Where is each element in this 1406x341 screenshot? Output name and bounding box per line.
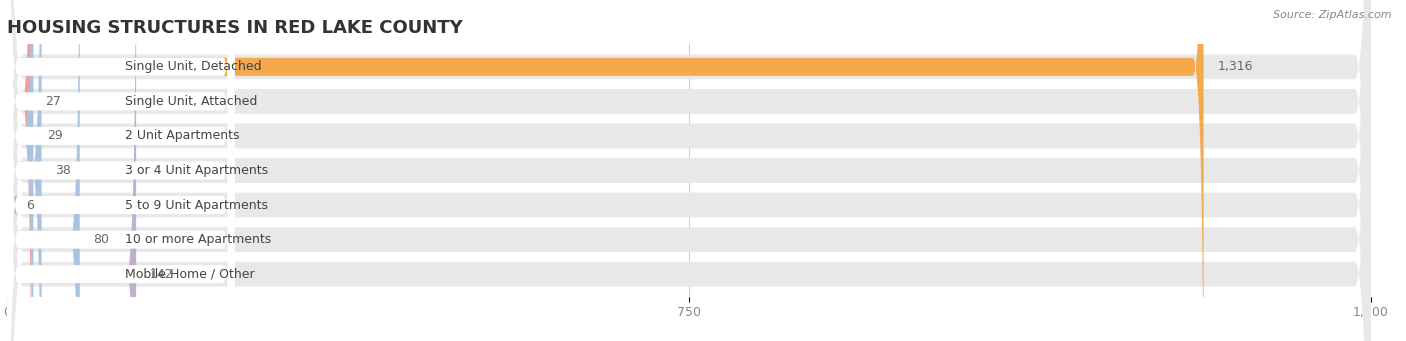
FancyBboxPatch shape <box>7 0 1371 341</box>
FancyBboxPatch shape <box>7 0 34 341</box>
FancyBboxPatch shape <box>7 0 80 341</box>
Text: 29: 29 <box>46 130 63 143</box>
Text: Single Unit, Attached: Single Unit, Attached <box>125 95 257 108</box>
FancyBboxPatch shape <box>7 0 235 341</box>
Text: 6: 6 <box>27 198 34 211</box>
Text: 80: 80 <box>93 233 110 246</box>
FancyBboxPatch shape <box>7 0 235 341</box>
Text: 5 to 9 Unit Apartments: 5 to 9 Unit Apartments <box>125 198 269 211</box>
Text: 10 or more Apartments: 10 or more Apartments <box>125 233 271 246</box>
FancyBboxPatch shape <box>7 0 235 341</box>
Text: HOUSING STRUCTURES IN RED LAKE COUNTY: HOUSING STRUCTURES IN RED LAKE COUNTY <box>7 19 463 37</box>
FancyBboxPatch shape <box>7 0 235 341</box>
FancyBboxPatch shape <box>7 0 1371 341</box>
FancyBboxPatch shape <box>7 0 1371 341</box>
FancyBboxPatch shape <box>1 0 18 341</box>
FancyBboxPatch shape <box>7 0 235 341</box>
Text: 1,316: 1,316 <box>1218 60 1253 73</box>
FancyBboxPatch shape <box>7 0 235 341</box>
FancyBboxPatch shape <box>7 0 235 341</box>
Text: 3 or 4 Unit Apartments: 3 or 4 Unit Apartments <box>125 164 269 177</box>
FancyBboxPatch shape <box>7 0 1371 341</box>
Text: Source: ZipAtlas.com: Source: ZipAtlas.com <box>1274 10 1392 20</box>
FancyBboxPatch shape <box>7 0 136 341</box>
FancyBboxPatch shape <box>7 0 42 341</box>
Text: Single Unit, Detached: Single Unit, Detached <box>125 60 262 73</box>
Text: Mobile Home / Other: Mobile Home / Other <box>125 268 254 281</box>
Text: 2 Unit Apartments: 2 Unit Apartments <box>125 130 240 143</box>
FancyBboxPatch shape <box>7 0 31 341</box>
FancyBboxPatch shape <box>7 0 1371 341</box>
FancyBboxPatch shape <box>7 0 1371 341</box>
Text: 27: 27 <box>45 95 60 108</box>
FancyBboxPatch shape <box>7 0 1204 341</box>
FancyBboxPatch shape <box>7 0 1371 341</box>
Text: 142: 142 <box>150 268 173 281</box>
Text: 38: 38 <box>55 164 72 177</box>
